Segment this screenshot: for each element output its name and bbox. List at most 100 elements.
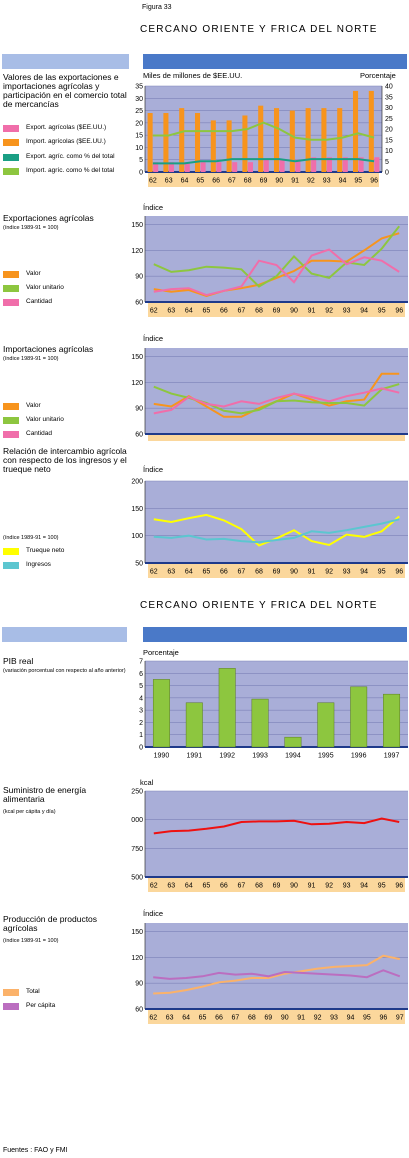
x-tick-label: 62 <box>150 308 158 315</box>
x-tick-label: 69 <box>273 308 281 315</box>
y-tick-label: 90 <box>135 406 143 413</box>
imports-chart: 60 90 120 150 <box>131 348 408 441</box>
legend-swatch-export-value <box>3 125 19 132</box>
bar-import-value <box>289 110 295 172</box>
x-tick-label: 91 <box>308 883 316 890</box>
x-tick-label: 94 <box>360 308 368 315</box>
x-tick-label: 68 <box>248 1015 256 1022</box>
bar-import-value <box>210 120 216 172</box>
band-right-1 <box>143 54 407 69</box>
y-tick-label: 0 <box>139 170 143 177</box>
y-tick-label: 5 <box>139 157 143 164</box>
series-line <box>153 232 400 298</box>
x-tick-label: 94 <box>339 178 347 185</box>
x-tick-label: 91 <box>297 1015 305 1022</box>
plot-background <box>145 348 408 434</box>
production-chart-title: Producción de productos agrícolas <box>3 914 98 933</box>
x-tick-label: 97 <box>396 1015 404 1022</box>
y-tick-label: 120 <box>131 955 143 962</box>
y2-tick-label: 15 <box>385 137 393 144</box>
plot-background <box>145 661 408 747</box>
exports-chart-title: Exportaciones agrícolas <box>3 213 94 223</box>
x-tick-label: 64 <box>182 1015 190 1022</box>
y-tick-label: 150 <box>131 929 143 936</box>
y-tick-label: 2 750 <box>130 846 143 853</box>
legend-swatch-imp-unit-value <box>3 417 19 424</box>
y-tick-label: 90 <box>135 274 143 281</box>
y-tick-label: 150 <box>131 222 143 229</box>
y-tick-label: 35 <box>135 84 143 91</box>
series-line <box>153 954 401 995</box>
category-strip <box>148 173 379 187</box>
legend-text-exp-value: Valor <box>26 270 41 277</box>
y2-tick-label: 0 <box>385 170 389 177</box>
line-import-share <box>152 121 375 141</box>
exports-chart: 60 90 120 150 62 63 64 65 66 67 68 69 90 91 92 93 94 95 96 <box>131 216 408 317</box>
bar-export-value <box>358 157 364 172</box>
bar-import-value <box>194 113 201 172</box>
x-tick-label: 68 <box>255 569 263 576</box>
x-tick-label: 1994 <box>285 753 301 760</box>
imports-chart-title: Importaciones agrícolas <box>3 344 94 354</box>
x-tick-label: 69 <box>264 1015 272 1022</box>
y-tick-label: 15 <box>135 133 143 140</box>
energy-chart-subtitle: (kcal per cápita y día) <box>3 809 56 815</box>
legend-text-imp-quantity: Cantidad <box>26 430 53 437</box>
series-line <box>153 248 400 297</box>
y-tick-label: 7 <box>139 659 143 666</box>
category-strip <box>148 564 405 578</box>
y-tick-label: 30 <box>135 96 143 103</box>
x-tick-label: 96 <box>395 883 403 890</box>
terms-unit: Índice <box>143 465 164 474</box>
plot-background <box>145 923 408 1009</box>
x-tick-label: 92 <box>325 883 333 890</box>
x-tick-label: 96 <box>379 1015 387 1022</box>
x-tick-label: 69 <box>273 569 281 576</box>
x-tick-label: 1997 <box>384 753 400 760</box>
x-tick-label: 94 <box>360 883 368 890</box>
x-tick-label: 63 <box>165 178 173 185</box>
x-tick-label: 90 <box>290 308 298 315</box>
legend-text-barter: Trueque neto <box>26 547 65 554</box>
x-tick-label: 63 <box>167 883 175 890</box>
y-tick-label: 60 <box>135 432 143 439</box>
x-tick-label: 65 <box>202 308 210 315</box>
y-tick-label: 150 <box>131 354 143 361</box>
legend-text-export-share: Export. agríc. como % del total <box>26 153 115 160</box>
y-tick-label: 25 <box>135 108 143 115</box>
production-unit: Índice <box>143 909 164 918</box>
x-tick-label: 65 <box>202 569 210 576</box>
legend-swatch-exp-value <box>3 271 19 278</box>
x-tick-label: 96 <box>370 178 378 185</box>
x-tick-label: 92 <box>307 178 315 185</box>
y-tick-label: 60 <box>135 1007 143 1014</box>
y2-tick-label: 5 <box>385 159 389 166</box>
x-tick-label: 94 <box>347 1015 355 1022</box>
band-left-1 <box>2 54 129 69</box>
legend-text-exp-unit-value: Valor unitario <box>26 284 64 291</box>
legend-swatch-barter <box>3 548 19 555</box>
legend-swatch-imp-quantity <box>3 431 19 438</box>
x-tick-label: 64 <box>185 308 193 315</box>
x-tick-label: 69 <box>273 883 281 890</box>
bar-export-value <box>184 162 190 172</box>
band-left-2 <box>2 627 127 642</box>
bar-import-value <box>242 115 248 172</box>
bar-import-value <box>179 108 185 172</box>
x-tick-label: 95 <box>378 308 386 315</box>
trade-left-unit: Miles de millones de $EE.UU. <box>143 71 243 80</box>
terms-chart-title: Relación de intercambio agrícola con res… <box>3 446 127 474</box>
bar-export-value <box>263 159 269 172</box>
gdp-chart-subtitle: (variación porcentual con respecto al añ… <box>3 668 126 674</box>
y2-tick-label: 40 <box>385 84 393 91</box>
x-tick-label: 91 <box>291 178 299 185</box>
y-tick-label: 90 <box>135 981 143 988</box>
gdp-unit: Porcentaje <box>143 648 179 657</box>
x-tick-label: 67 <box>238 308 246 315</box>
energy-chart-title: Suministro de energía alimentaria <box>3 785 87 804</box>
x-tick-label: 64 <box>181 178 189 185</box>
series-line <box>153 969 401 980</box>
x-tick-label: 95 <box>363 1015 371 1022</box>
bar-export-value <box>168 162 175 172</box>
legend-text-export-value: Export. agrícolas ($EE.UU.) <box>26 124 107 131</box>
